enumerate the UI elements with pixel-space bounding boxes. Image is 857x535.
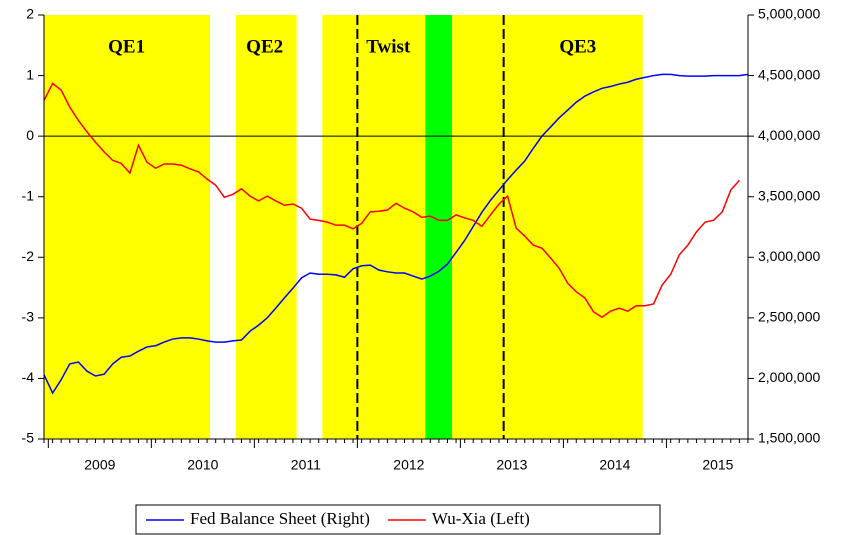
y-tick-label: -1 — [22, 187, 35, 203]
x-tick-label: 2014 — [599, 457, 630, 473]
y-tick-label: 0 — [26, 127, 34, 143]
shaded-region — [322, 15, 426, 439]
y2-tick-label: 1,500,000 — [758, 430, 820, 446]
region-label: QE3 — [559, 36, 596, 57]
x-tick-label: 2011 — [291, 457, 321, 473]
shaded-region — [235, 15, 297, 439]
region-label: Twist — [366, 36, 411, 57]
y-tick-label: -4 — [22, 369, 35, 385]
region-label: QE2 — [246, 36, 283, 57]
y2-tick-label: 3,500,000 — [758, 187, 820, 203]
x-tick-label: 2013 — [496, 457, 527, 473]
y-tick-label: 2 — [26, 6, 34, 22]
legend-label: Fed Balance Sheet (Right) — [190, 509, 370, 528]
y2-tick-label: 4,000,000 — [758, 127, 820, 143]
x-tick-label: 2015 — [702, 457, 733, 473]
y2-tick-label: 3,000,000 — [758, 248, 820, 264]
y-tick-label: -3 — [22, 309, 35, 325]
x-tick-label: 2010 — [187, 457, 218, 473]
legend-label: Wu-Xia (Left) — [432, 509, 530, 528]
shaded-region — [44, 15, 211, 439]
region-label: QE1 — [108, 36, 145, 57]
y2-tick-label: 5,000,000 — [758, 6, 820, 22]
y-tick-label: 1 — [26, 66, 34, 82]
shaded-region — [452, 15, 643, 439]
y2-tick-label: 2,500,000 — [758, 309, 820, 325]
x-tick-label: 2012 — [393, 457, 424, 473]
y-tick-label: -5 — [22, 430, 35, 446]
data-line — [43, 82, 740, 319]
data-line — [43, 73, 749, 395]
x-tick-label: 2009 — [84, 457, 115, 473]
y-tick-label: -2 — [22, 248, 35, 264]
y2-tick-label: 2,000,000 — [758, 369, 820, 385]
legend: Fed Balance Sheet (Right) Wu-Xia (Left) — [135, 504, 661, 535]
shaded-region — [425, 15, 453, 439]
y2-tick-label: 4,500,000 — [758, 66, 820, 82]
